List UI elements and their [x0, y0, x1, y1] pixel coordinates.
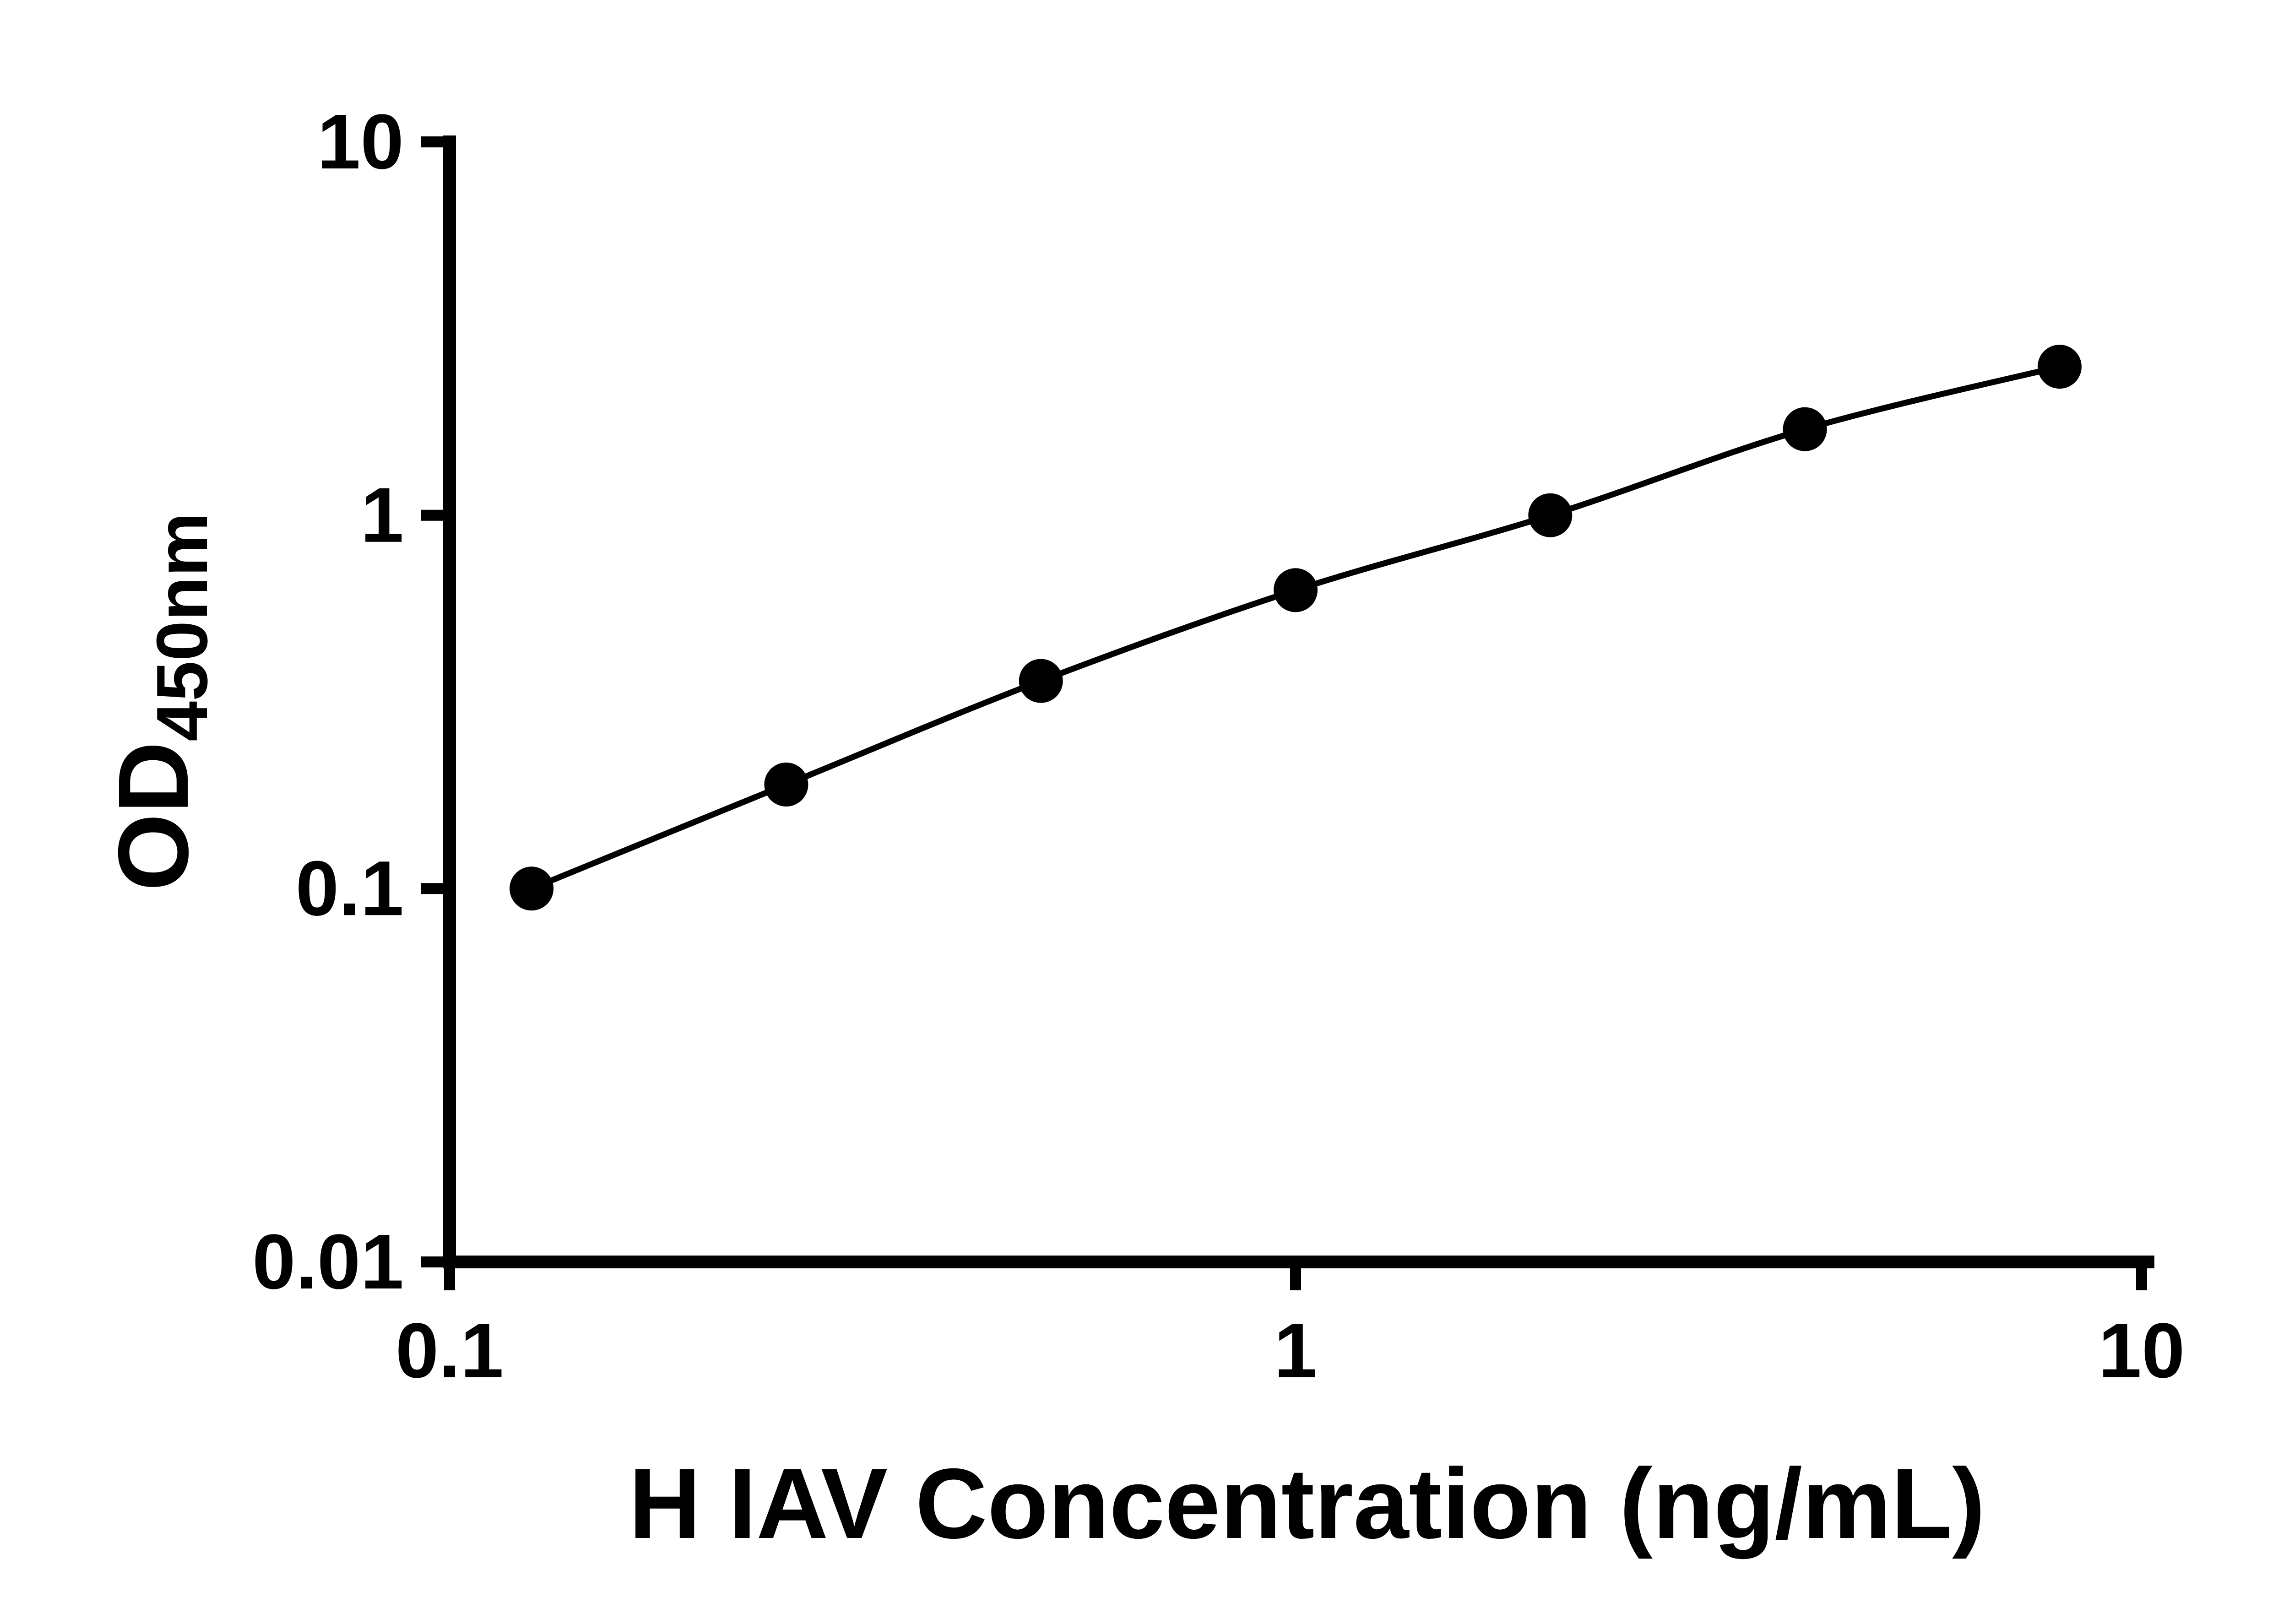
data-point [1274, 568, 1318, 612]
x-axis-tick-label: 0.1 [396, 1307, 504, 1394]
x-axis-tick-label: 1 [1274, 1307, 1318, 1394]
y-axis-tick-label: 0.1 [296, 845, 404, 932]
data-point [764, 763, 808, 807]
data-point [2037, 345, 2082, 389]
y-axis-title: OD450nm [98, 512, 222, 891]
axes [443, 135, 2154, 1268]
y-axis-title-main: OD [98, 742, 209, 891]
series-standard-curve [510, 345, 2082, 911]
data-point [1528, 493, 1573, 537]
y-axis-title-subscript: 450nm [142, 512, 222, 742]
y-axis-tick-label: 10 [317, 98, 404, 185]
y-axis-tick-label: 1 [360, 472, 404, 559]
data-point [1783, 407, 1827, 451]
axis-spine [443, 135, 2154, 1268]
data-point [510, 866, 554, 911]
data-point [1019, 659, 1063, 703]
y-axis-tick-label: 0.01 [252, 1218, 404, 1305]
tick-marks [421, 136, 2147, 1290]
x-axis-title: H IAV Concentration (ng/mL) [629, 1448, 1985, 1559]
standard-curve-line [530, 363, 2061, 892]
x-axis-tick-label: 10 [2098, 1307, 2185, 1394]
